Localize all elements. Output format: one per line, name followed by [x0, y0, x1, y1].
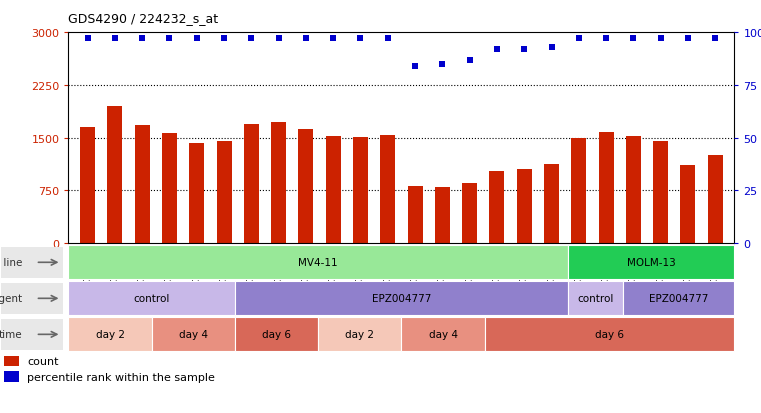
Bar: [298, 130, 314, 244]
Bar: [517, 169, 532, 244]
FancyBboxPatch shape: [68, 282, 235, 316]
Bar: [489, 172, 505, 244]
FancyBboxPatch shape: [235, 318, 318, 351]
Bar: [189, 144, 204, 244]
Bar: [599, 133, 613, 244]
Text: control: control: [133, 294, 170, 304]
Point: [436, 61, 448, 68]
Point: [327, 36, 339, 43]
Point: [382, 36, 394, 43]
Bar: [572, 139, 586, 244]
FancyBboxPatch shape: [485, 318, 734, 351]
Point: [600, 36, 612, 43]
Text: GDS4290 / 224232_s_at: GDS4290 / 224232_s_at: [68, 12, 218, 25]
FancyBboxPatch shape: [151, 318, 235, 351]
FancyBboxPatch shape: [2, 247, 63, 278]
Point: [136, 36, 148, 43]
Bar: [217, 142, 231, 244]
Text: day 6: day 6: [595, 330, 624, 339]
FancyBboxPatch shape: [2, 283, 63, 314]
Point: [218, 36, 230, 43]
Bar: [680, 166, 696, 244]
Bar: [408, 186, 422, 244]
Point: [491, 47, 503, 53]
Text: count: count: [27, 356, 59, 366]
Point: [709, 36, 721, 43]
FancyBboxPatch shape: [318, 318, 402, 351]
FancyBboxPatch shape: [623, 282, 734, 316]
Point: [191, 36, 203, 43]
FancyBboxPatch shape: [402, 318, 485, 351]
Text: EPZ004777: EPZ004777: [371, 294, 431, 304]
Point: [164, 36, 176, 43]
Text: day 4: day 4: [179, 330, 208, 339]
Bar: [5, 371, 19, 382]
Bar: [462, 183, 477, 244]
Bar: [107, 107, 123, 244]
Point: [654, 36, 667, 43]
Bar: [162, 134, 177, 244]
Point: [300, 36, 312, 43]
Bar: [544, 165, 559, 244]
Point: [682, 36, 694, 43]
Point: [518, 47, 530, 53]
Bar: [708, 155, 723, 244]
Text: control: control: [578, 294, 614, 304]
FancyBboxPatch shape: [2, 319, 63, 350]
Bar: [626, 137, 641, 244]
FancyBboxPatch shape: [568, 246, 734, 280]
Bar: [653, 142, 668, 244]
Text: percentile rank within the sample: percentile rank within the sample: [27, 372, 215, 382]
Bar: [435, 188, 450, 244]
Point: [463, 57, 476, 64]
Point: [355, 36, 367, 43]
Point: [109, 36, 121, 43]
Bar: [135, 126, 150, 244]
Text: EPZ004777: EPZ004777: [649, 294, 708, 304]
Text: MV4-11: MV4-11: [298, 258, 338, 268]
Text: cell line: cell line: [0, 258, 23, 268]
FancyBboxPatch shape: [68, 246, 568, 280]
Bar: [380, 135, 395, 244]
Bar: [244, 124, 259, 244]
Bar: [5, 356, 19, 367]
Text: MOLM-13: MOLM-13: [627, 258, 676, 268]
Bar: [271, 123, 286, 244]
Text: day 2: day 2: [345, 330, 374, 339]
Text: day 6: day 6: [262, 330, 291, 339]
Bar: [326, 137, 341, 244]
Point: [81, 36, 94, 43]
Text: agent: agent: [0, 294, 23, 304]
Bar: [80, 128, 95, 244]
Point: [272, 36, 285, 43]
FancyBboxPatch shape: [235, 282, 568, 316]
Text: time: time: [0, 330, 23, 339]
Point: [245, 36, 257, 43]
Text: day 4: day 4: [428, 330, 457, 339]
Point: [627, 36, 639, 43]
Text: day 2: day 2: [96, 330, 125, 339]
FancyBboxPatch shape: [568, 282, 623, 316]
Bar: [353, 138, 368, 244]
Point: [573, 36, 585, 43]
FancyBboxPatch shape: [68, 318, 151, 351]
Point: [546, 45, 558, 51]
Point: [409, 64, 421, 70]
